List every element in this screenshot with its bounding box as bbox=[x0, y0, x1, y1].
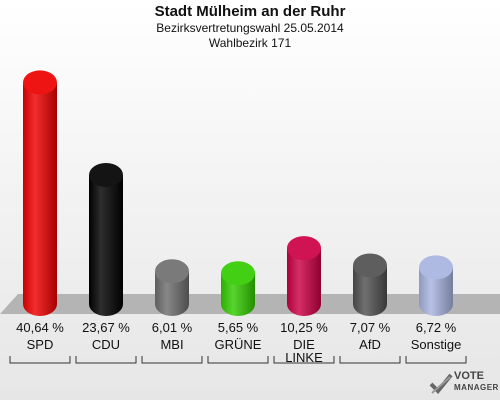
value-label-1: 23,67 % bbox=[82, 320, 130, 335]
chart-title: Stadt Mülheim an der Ruhr bbox=[154, 3, 346, 20]
category-label-2: MBI bbox=[160, 337, 183, 352]
bars-group bbox=[23, 70, 453, 316]
category-bracket-0 bbox=[9, 356, 71, 364]
category-bracket-4 bbox=[273, 356, 335, 364]
bar-top-2 bbox=[155, 259, 189, 284]
category-label-1: CDU bbox=[92, 337, 120, 352]
bar-top-1 bbox=[89, 162, 123, 187]
bar-0 bbox=[23, 82, 57, 316]
value-label-5: 7,07 % bbox=[350, 320, 391, 335]
bar-1 bbox=[89, 174, 123, 316]
category-bracket-1 bbox=[75, 356, 137, 364]
value-label-3: 5,65 % bbox=[218, 320, 259, 335]
logo-text: VOTE MANAGER bbox=[454, 370, 499, 394]
logo-line1: VOTE bbox=[454, 370, 484, 382]
category-bracket-5 bbox=[339, 356, 401, 364]
category-bracket-2 bbox=[141, 356, 203, 364]
checkmark-logo-icon bbox=[429, 373, 453, 394]
bar-top-4 bbox=[287, 236, 321, 261]
bar-top-5 bbox=[353, 253, 387, 278]
category-label-0: SPD bbox=[27, 337, 54, 352]
bar-6 bbox=[419, 267, 453, 316]
value-label-6: 6,72 % bbox=[416, 320, 457, 335]
chart-subtitle-district: Wahlbezirk 171 bbox=[208, 36, 292, 50]
category-label-6: Sonstige bbox=[411, 337, 462, 352]
value-label-2: 6,01 % bbox=[152, 320, 193, 335]
category-label-5: AfD bbox=[359, 337, 381, 352]
value-label-4: 10,25 % bbox=[280, 320, 328, 335]
bar-3 bbox=[221, 273, 255, 316]
bar-top-0 bbox=[23, 70, 57, 95]
category-label-3: GRÜNE bbox=[215, 337, 262, 352]
chart-header: Stadt Mülheim an der Ruhr Bezirksvertret… bbox=[0, 3, 500, 51]
bar-top-3 bbox=[221, 261, 255, 286]
chart-subtitle: Bezirksvertretungswahl 25.05.2014 bbox=[156, 21, 344, 35]
bar-2 bbox=[155, 271, 189, 316]
votemanager-logo: VOTE MANAGER bbox=[428, 370, 498, 398]
logo-line2: MANAGER bbox=[454, 383, 499, 392]
bar-5 bbox=[353, 265, 387, 316]
bar-top-6 bbox=[419, 255, 453, 280]
category-bracket-6 bbox=[405, 356, 467, 364]
value-label-0: 40,64 % bbox=[16, 320, 64, 335]
category-bracket-3 bbox=[207, 356, 269, 364]
bar-4 bbox=[287, 248, 321, 316]
labels-group: 40,64 % SPD 23,67 % CDU 6,01 % MBI 5,65 % GRÜNE… bbox=[9, 320, 467, 365]
category-label-4: DIE LINKE bbox=[285, 337, 323, 365]
